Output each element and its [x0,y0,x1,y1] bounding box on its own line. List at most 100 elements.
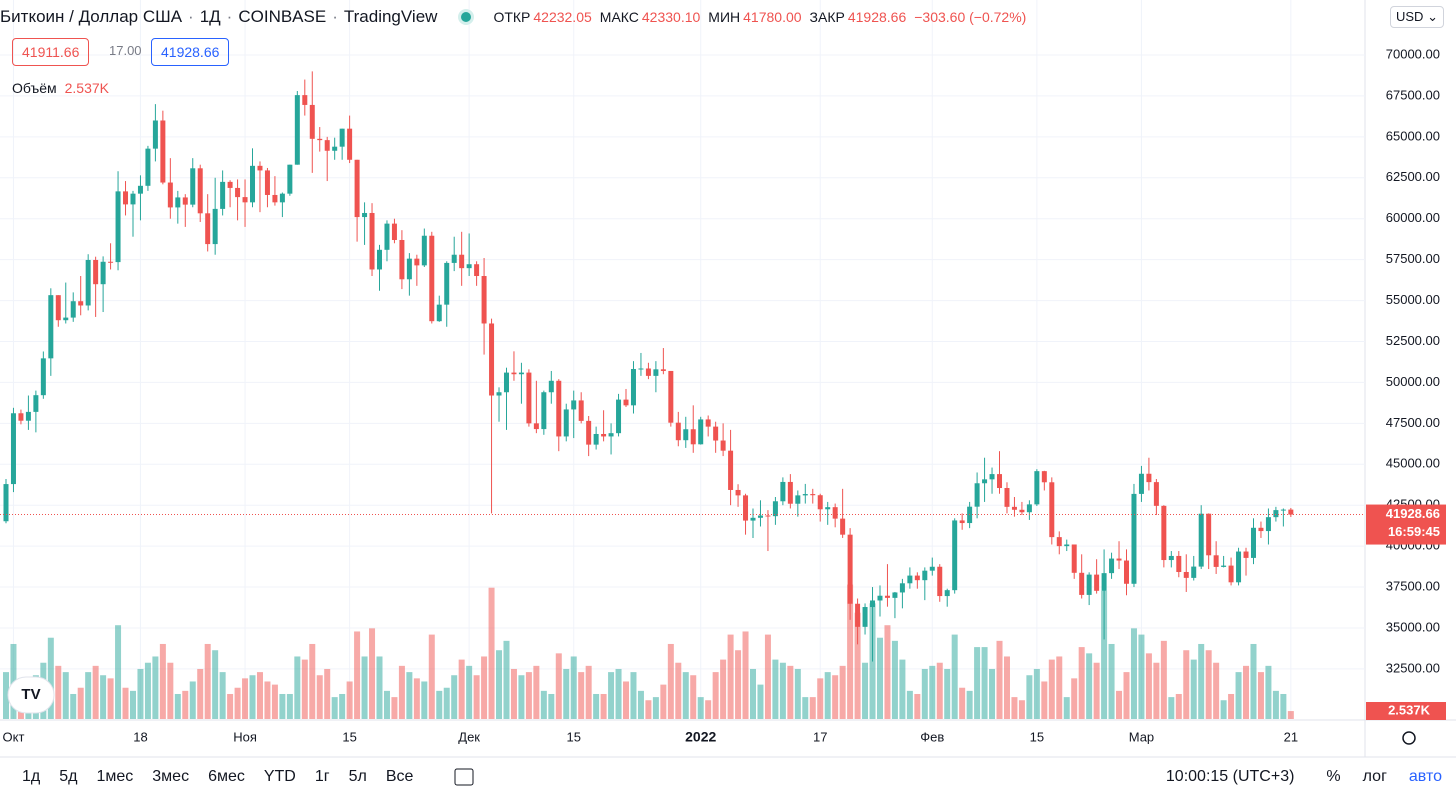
bid[interactable]: 41911.66 [12,38,90,66]
candle-body [421,235,427,266]
range-button[interactable]: 3мес [152,768,190,785]
range-button[interactable]: 1мес [96,768,134,785]
volume-bar [301,659,308,719]
volume-bar [1108,643,1115,719]
volume-bar [309,643,316,719]
grid [0,0,1365,720]
candle-body [541,392,547,430]
candle-body [324,140,330,151]
candle-body [937,566,943,597]
ohlc-value: 42330.10 [641,9,701,25]
symbol[interactable]: Биткоин / Доллар США [0,7,183,26]
volume-bar [876,637,883,719]
compare-icon[interactable] [454,768,474,786]
candle-body [1131,493,1137,584]
candle-body [302,95,308,105]
candle-body [855,603,861,627]
volume-bar [1243,665,1250,719]
range-button[interactable]: YTD [263,768,296,785]
candle-body [451,254,457,263]
candle-body [55,295,61,321]
candle-body [840,518,846,535]
candle-body [1191,566,1197,578]
candle-body [250,165,256,203]
range-button[interactable]: 5д [59,768,78,785]
volume-bar [802,697,809,719]
settings-icon[interactable] [1402,731,1416,745]
candle-body [1243,551,1249,558]
currency[interactable]: USD ⌄ [1390,6,1444,28]
volume-bar [122,687,129,719]
axes: 32500.0035000.0037500.0040000.0042500.00… [3,46,1446,745]
candle-body [1280,509,1286,511]
volume-pane [3,584,1294,719]
volume-bar [623,681,630,719]
candle-body [690,429,696,445]
currency-label[interactable]: USD [1396,9,1424,24]
volume-bar [862,662,869,719]
y-tick-label: 60000.00 [1386,210,1440,225]
candle-body [787,481,793,504]
candle-body [1079,572,1085,595]
volume-bar [174,693,181,719]
volume-bar [690,675,697,719]
candle-body [257,165,263,171]
y-tick-label: 37500.00 [1386,578,1440,593]
sep: · [332,7,338,26]
ohlc-label: ОТКР [493,9,531,25]
y-tick-label: 35000.00 [1386,619,1440,634]
volume-bar [1168,697,1175,719]
option-button[interactable]: авто [1408,768,1442,785]
option-button[interactable]: % [1326,768,1341,785]
candle-body [1198,513,1204,567]
candle-body [496,392,502,396]
volume-bar [436,690,443,719]
ohlc-value: 41780.00 [743,9,802,25]
candle-body [48,295,54,359]
candle-body [1206,513,1212,556]
candle-body [1124,560,1129,584]
candle-body [339,128,345,147]
option-button[interactable]: лог [1362,768,1387,785]
candle-body [698,419,704,445]
volume-bar [159,643,166,719]
volume-bar [974,647,981,719]
candle-body [683,429,689,441]
volume-bar [996,640,1003,719]
volume-bar [1265,665,1272,719]
range-button[interactable]: Все [385,768,414,785]
candle-body [959,520,965,524]
x-tick-label: 21 [1284,729,1298,744]
volume-bar [1138,634,1145,719]
volume-bar [712,672,719,719]
volume-bar [92,665,99,719]
tv-logo-mark: TV [21,686,40,703]
volume-bar [1033,668,1040,719]
candle-body [705,419,711,427]
volume-bar [286,693,293,719]
ask[interactable]: 41928.66 [151,38,230,66]
candle-body [63,317,69,321]
range-button[interactable]: 1г [314,768,330,785]
candle-body [944,590,950,597]
candle-body [1183,571,1189,578]
candle-body [989,474,995,480]
range-button[interactable]: 1д [22,768,41,785]
volume-bar [667,643,674,719]
volume-bar [750,668,756,719]
candle-body [997,474,1003,489]
volume-bar [1056,656,1063,719]
candle-body [1138,473,1144,494]
volume-bar [1130,628,1137,719]
source: TradingView [343,7,438,26]
candle-body [10,413,16,485]
volume-bar [1003,656,1010,719]
range-button[interactable]: 6мес [208,768,245,785]
x-tick-label: Дек [458,729,480,744]
candle-body [377,249,382,270]
candle-body [354,159,360,218]
range-button[interactable]: 5л [348,768,367,785]
exchange: COINBASE [238,7,327,26]
volume-bar [727,634,734,719]
interval[interactable]: 1Д [199,7,221,26]
